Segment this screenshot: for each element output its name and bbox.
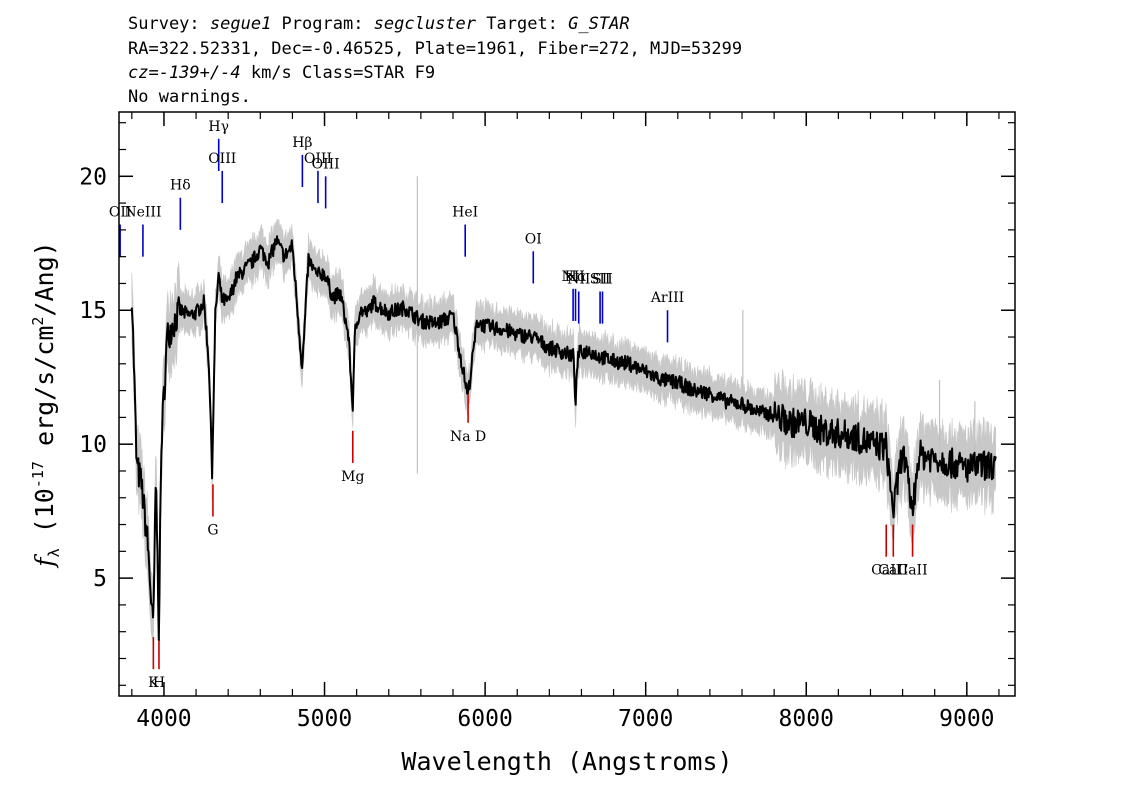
- flux-series: [130, 235, 997, 641]
- line-label-oi: OI: [525, 231, 542, 247]
- header-line-3: cz=-139+/-4 km/s Class=STAR F9: [128, 63, 435, 83]
- line-label-hei: HeI: [452, 205, 478, 221]
- line-label-oii: OII: [109, 205, 132, 221]
- y-axis-label: fλ (10-17 erg/s/cm2/Ang): [29, 241, 63, 568]
- line-label-nii: NII: [567, 271, 590, 287]
- header-line-1: Survey: segue1 Program: segcluster Targe…: [128, 14, 630, 34]
- line-label-caii: CaII: [871, 563, 901, 579]
- x-tick-label: 5000: [297, 706, 352, 732]
- line-label-sii: SII: [590, 271, 611, 287]
- line-label-na-d: Na D: [450, 429, 486, 445]
- x-tick-label: 8000: [779, 706, 834, 732]
- line-label-caii: CaII: [878, 563, 908, 579]
- line-label-neiii: NeIII: [124, 205, 161, 221]
- y-tick-label: 20: [79, 164, 107, 190]
- error-band: [131, 176, 996, 670]
- line-label-oiii: OIII: [304, 151, 332, 167]
- line-label-hδ: Hδ: [170, 178, 191, 194]
- line-label-oiii: OIII: [312, 156, 340, 172]
- line-label-nii: NII: [561, 269, 584, 285]
- x-tick-label: 4000: [136, 706, 191, 732]
- line-label-ariii: ArIII: [650, 290, 684, 306]
- y-tick-label: 10: [79, 432, 107, 458]
- axis-ticks: 4000 5000 6000 7000 8000 9000 5 10 15 20: [79, 112, 1015, 732]
- line-label-hα: Hα: [565, 269, 587, 285]
- y-tick-label: 5: [93, 566, 107, 592]
- header-line-4: No warnings.: [128, 87, 251, 107]
- y-tick-label: 15: [79, 298, 107, 324]
- x-tick-label: 6000: [457, 706, 512, 732]
- line-label-mg: Mg: [341, 469, 364, 485]
- flux-line: [130, 235, 997, 641]
- line-label-caii: CaII: [897, 563, 927, 579]
- line-label-h: H: [153, 675, 165, 691]
- header-line-2: RA=322.52331, Dec=-0.46525, Plate=1961, …: [128, 39, 742, 59]
- line-label-hγ: Hγ: [208, 119, 229, 135]
- x-axis-label: Wavelength (Angstroms): [401, 747, 732, 776]
- line-label-g: G: [207, 523, 218, 539]
- line-label-oiii: OIII: [208, 151, 236, 167]
- x-tick-label: 7000: [618, 706, 673, 732]
- x-tick-label: 9000: [939, 706, 994, 732]
- line-label-hβ: Hβ: [292, 135, 312, 151]
- line-label-k: K: [148, 675, 159, 691]
- plot-frame: [118, 111, 1016, 697]
- line-label-sii: SII: [592, 271, 613, 287]
